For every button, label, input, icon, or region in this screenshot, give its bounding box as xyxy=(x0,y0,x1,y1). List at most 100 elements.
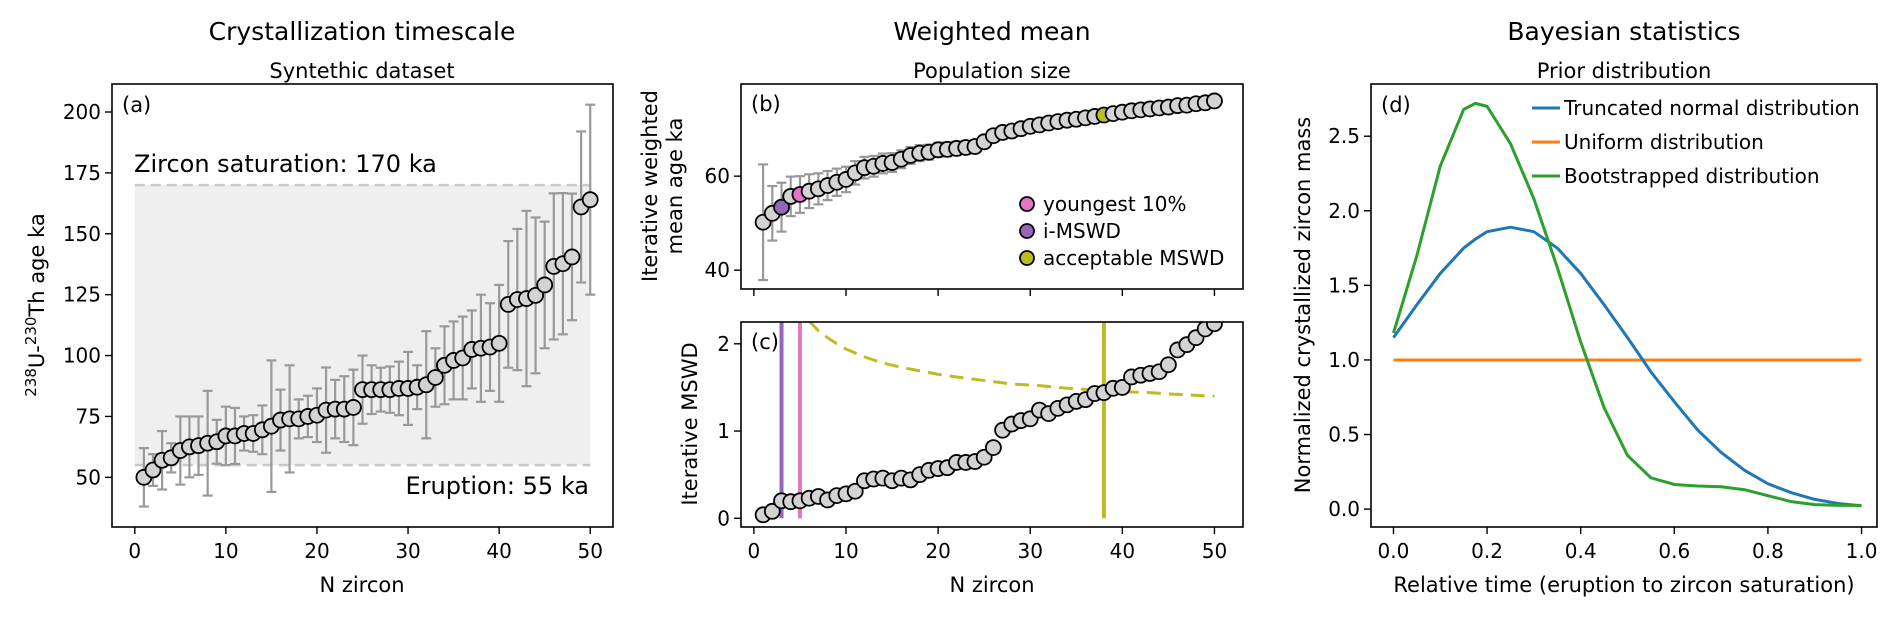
y-tick-label: 2 xyxy=(717,332,730,356)
panel-a-label: (a) xyxy=(122,93,151,117)
x-tick-label: 30 xyxy=(1017,539,1042,563)
panel-a-frame xyxy=(111,83,614,528)
x-tick-label: 0.6 xyxy=(1658,539,1690,563)
eruption-annotation: Eruption: 55 ka xyxy=(405,472,589,500)
y-tick-label: 1 xyxy=(717,419,730,443)
panel-b-y-ticks: 40 60 xyxy=(705,164,741,282)
panel-a-xlabel: N zircon xyxy=(319,573,404,597)
y-tick-label: 50 xyxy=(76,465,101,489)
x-tick-label: 0 xyxy=(128,539,141,563)
y-tick-label: 2.0 xyxy=(1328,199,1360,223)
ylabel-sup-230: 230 xyxy=(22,317,40,346)
panel-d: Bayesian statistics Prior distribution (… xyxy=(1291,17,1878,597)
panel-c-xlabel: N zircon xyxy=(949,573,1034,597)
data-point xyxy=(846,482,864,500)
panel-c-y-ticks: 0 1 2 xyxy=(717,332,741,530)
x-tick-label: 20 xyxy=(925,539,950,563)
panel-d-legend: Truncated normal distribution Uniform dis… xyxy=(1532,96,1860,188)
series-line-truncated xyxy=(1392,225,1862,508)
x-tick-label: 50 xyxy=(578,539,603,563)
data-point xyxy=(984,439,1002,457)
zircon-saturation-annotation: Zircon saturation: 170 ka xyxy=(134,150,437,178)
data-point xyxy=(581,191,599,209)
ylabel-th: Th age ka xyxy=(25,213,49,317)
panel-a-plot-area xyxy=(134,103,599,508)
panel-c-x-ticks: 0 10 20 30 40 50 xyxy=(748,527,1227,563)
ylabel-u: U- xyxy=(25,345,49,368)
panel-c: (c) 0 10 20 30 40 50 0 1 2 N zircon Iterative M… xyxy=(678,321,1244,597)
x-tick-label: 20 xyxy=(304,539,329,563)
threshold-curve xyxy=(808,322,1215,398)
panel-d-suptitle: Bayesian statistics xyxy=(1507,17,1740,46)
x-tick-label: 0 xyxy=(748,539,761,563)
y-tick-label: 100 xyxy=(63,344,101,368)
legend-marker xyxy=(1019,250,1035,266)
x-tick-label: 40 xyxy=(1110,539,1135,563)
data-point xyxy=(1206,92,1223,110)
data-point xyxy=(1159,356,1177,374)
panel-b-frame xyxy=(740,83,1244,290)
panel-a-ylabel: 238U-230Th age ka xyxy=(22,213,49,397)
y-tick-label: 0.5 xyxy=(1328,423,1360,447)
panel-a-suptitle: Crystallization timescale xyxy=(209,17,516,46)
x-tick-label: 10 xyxy=(833,539,858,563)
x-tick-label: 50 xyxy=(1202,539,1227,563)
panel-c-ylabel: Iterative MSWD xyxy=(678,342,702,505)
panel-c-frame xyxy=(740,321,1244,528)
panel-c-plot-area xyxy=(754,322,1223,524)
legend-marker xyxy=(1019,196,1035,212)
panel-b-ylabel-line1: Iterative weighted xyxy=(638,90,662,282)
panel-d-y-ticks: 0.0 0.5 1.0 1.5 2.0 2.5 xyxy=(1328,124,1371,521)
y-tick-label: 40 xyxy=(705,258,730,282)
panel-b-suptitle: Weighted mean xyxy=(893,17,1090,46)
x-tick-label: 30 xyxy=(395,539,420,563)
y-tick-label: 2.5 xyxy=(1328,124,1360,148)
y-tick-label: 75 xyxy=(76,404,101,428)
panel-d-title: Prior distribution xyxy=(1537,59,1712,83)
panel-a: Crystallization timescale Syntethic data… xyxy=(22,17,614,597)
y-tick-label: 175 xyxy=(63,161,101,185)
panel-a-title: Syntethic dataset xyxy=(269,59,454,83)
panel-b-title: Population size xyxy=(913,59,1071,83)
ylabel-sup-238: 238 xyxy=(22,368,40,397)
panel-c-label: (c) xyxy=(751,330,779,354)
data-point xyxy=(426,369,444,386)
y-tick-label: 60 xyxy=(705,164,730,188)
x-tick-label: 10 xyxy=(213,539,238,563)
data-point xyxy=(490,334,508,352)
legend-label: i-MSWD xyxy=(1043,219,1121,243)
y-tick-label: 1.0 xyxy=(1328,348,1360,372)
data-point xyxy=(1206,322,1223,333)
x-tick-label: 0.0 xyxy=(1378,539,1410,563)
legend-label: acceptable MSWD xyxy=(1043,246,1224,270)
legend-label: Bootstrapped distribution xyxy=(1564,164,1820,188)
y-tick-label: 0 xyxy=(717,506,730,530)
panel-b-x-ticks xyxy=(753,289,1216,296)
legend-marker xyxy=(1019,223,1035,239)
legend-label: Uniform distribution xyxy=(1564,130,1764,154)
panel-a-y-ticks: 50 75 100 125 150 175 200 xyxy=(63,100,112,489)
highlighted-point xyxy=(773,198,790,216)
legend-label: Truncated normal distribution xyxy=(1563,96,1860,120)
data-point xyxy=(344,399,362,416)
panel-b: Weighted mean Population size (b) younge… xyxy=(638,17,1244,296)
panel-d-label: (d) xyxy=(1381,93,1411,117)
panel-d-frame xyxy=(1370,83,1878,528)
x-tick-label: 1.0 xyxy=(1846,539,1878,563)
data-point xyxy=(536,276,554,294)
panel-d-plot-area xyxy=(1392,101,1862,508)
panel-d-x-ticks: 0.0 0.2 0.4 0.6 0.8 1.0 xyxy=(1378,527,1878,563)
data-point xyxy=(563,248,581,266)
panel-d-xlabel: Relative time (eruption to zircon satura… xyxy=(1393,573,1854,597)
x-tick-label: 0.8 xyxy=(1752,539,1784,563)
legend-label: youngest 10% xyxy=(1043,192,1187,216)
panel-b-plot-area xyxy=(754,92,1223,282)
panel-d-ylabel: Normalized crystallized zircon mass xyxy=(1291,117,1315,493)
y-tick-label: 200 xyxy=(63,100,101,124)
panel-a-x-ticks: 0 10 20 30 40 50 xyxy=(128,527,603,563)
y-tick-label: 150 xyxy=(63,222,101,246)
panel-b-ylabel-line2: mean age ka xyxy=(663,118,687,255)
x-tick-label: 40 xyxy=(486,539,511,563)
panel-b-legend: youngest 10% i-MSWD acceptable MSWD xyxy=(1019,192,1224,270)
